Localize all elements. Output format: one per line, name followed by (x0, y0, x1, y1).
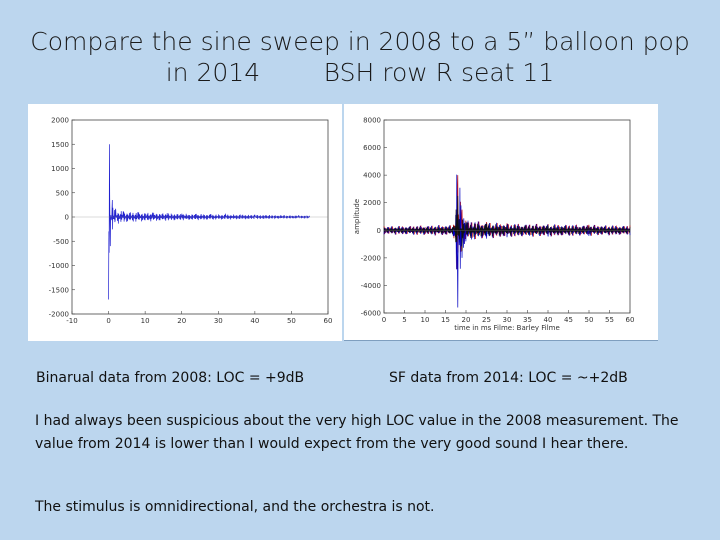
x-tick-label: -10 (66, 317, 77, 325)
y-tick-label: 0 (65, 214, 69, 222)
x-tick-label: 60 (626, 316, 635, 324)
x-tick-label: 10 (141, 317, 150, 325)
caption-2014: SF data from 2014: LOC = ~+2dB (389, 370, 628, 386)
y-tick-label: -2000 (361, 254, 381, 262)
x-tick-label: 30 (214, 317, 223, 325)
chart-2008-svg: -10 0 10 20 30 40 50 60 2000 1500 1000 500 0 -500 -100… (49, 117, 333, 326)
y-tick-label: 4000 (363, 172, 381, 180)
x-tick-label: 0 (382, 316, 386, 324)
series-line-1-0 (383, 175, 631, 270)
y-axis-label: amplitude (353, 199, 361, 234)
caption-2008: Binarual data from 2008: LOC = +9dB (36, 370, 305, 386)
x-tick-label: 20 (462, 316, 471, 324)
x-axis-label: time in ms Filme: Barley Filme (454, 324, 560, 332)
x-tick-label: 0 (106, 317, 110, 325)
y-tick-label: 1500 (51, 141, 69, 149)
x-tick-label: 45 (564, 316, 573, 324)
series-line-1-2 (383, 195, 631, 251)
x-tick-label: 50 (585, 316, 594, 324)
title-line-1: Compare the sine sweep in 2008 to a 5” b… (30, 27, 690, 56)
y-tick-label: 6000 (363, 144, 381, 152)
title-line-2: in 2014 BSH row R seat 11 (165, 58, 555, 87)
x-tick-label: 60 (324, 317, 333, 325)
chart-2014-svg: 0 5 10 15 20 25 30 35 40 45 50 55 60 8000 6000 4000 2000… (353, 117, 635, 333)
x-tick-label: 35 (523, 316, 532, 324)
x-tick-label: 55 (605, 316, 614, 324)
paragraph-stimulus: The stimulus is omnidirectional, and the… (35, 499, 435, 515)
x-tick-label: 5 (402, 316, 406, 324)
x-tick-label: 25 (482, 316, 491, 324)
y-tick-label: -2000 (49, 311, 69, 319)
y-tick-label: 0 (377, 227, 381, 235)
y-tick-label: -500 (53, 238, 69, 246)
series-line-1-1 (383, 174, 631, 308)
series-line-0-0 (108, 144, 311, 300)
x-tick-label: 30 (503, 316, 512, 324)
y-tick-label: 1000 (51, 165, 69, 173)
slide-title: Compare the sine sweep in 2008 to a 5” b… (20, 26, 700, 88)
y-tick-label: -6000 (361, 310, 381, 318)
y-tick-label: 8000 (363, 117, 381, 125)
y-tick-label: 500 (56, 189, 69, 197)
x-tick-label: 40 (544, 316, 553, 324)
y-tick-label: 2000 (363, 199, 381, 207)
y-tick-label: -4000 (361, 282, 381, 290)
x-tick-label: 10 (421, 316, 430, 324)
x-tick-label: 50 (287, 317, 296, 325)
plot-frame (383, 119, 631, 314)
chart-2008-binaural: -10 0 10 20 30 40 50 60 2000 1500 1000 500 0 -500 -100… (28, 104, 342, 341)
chart-2014-sf: 0 5 10 15 20 25 30 35 40 45 50 55 60 8000 6000 4000 2000… (344, 104, 658, 341)
x-tick-label: 15 (441, 316, 450, 324)
x-tick-label: 40 (250, 317, 259, 325)
y-tick-label: -1000 (49, 262, 69, 270)
y-tick-label: -1500 (49, 286, 69, 294)
y-tick-label: 2000 (51, 117, 69, 125)
paragraph-suspicion: I had always been suspicious about the v… (35, 413, 679, 452)
x-tick-label: 20 (177, 317, 186, 325)
